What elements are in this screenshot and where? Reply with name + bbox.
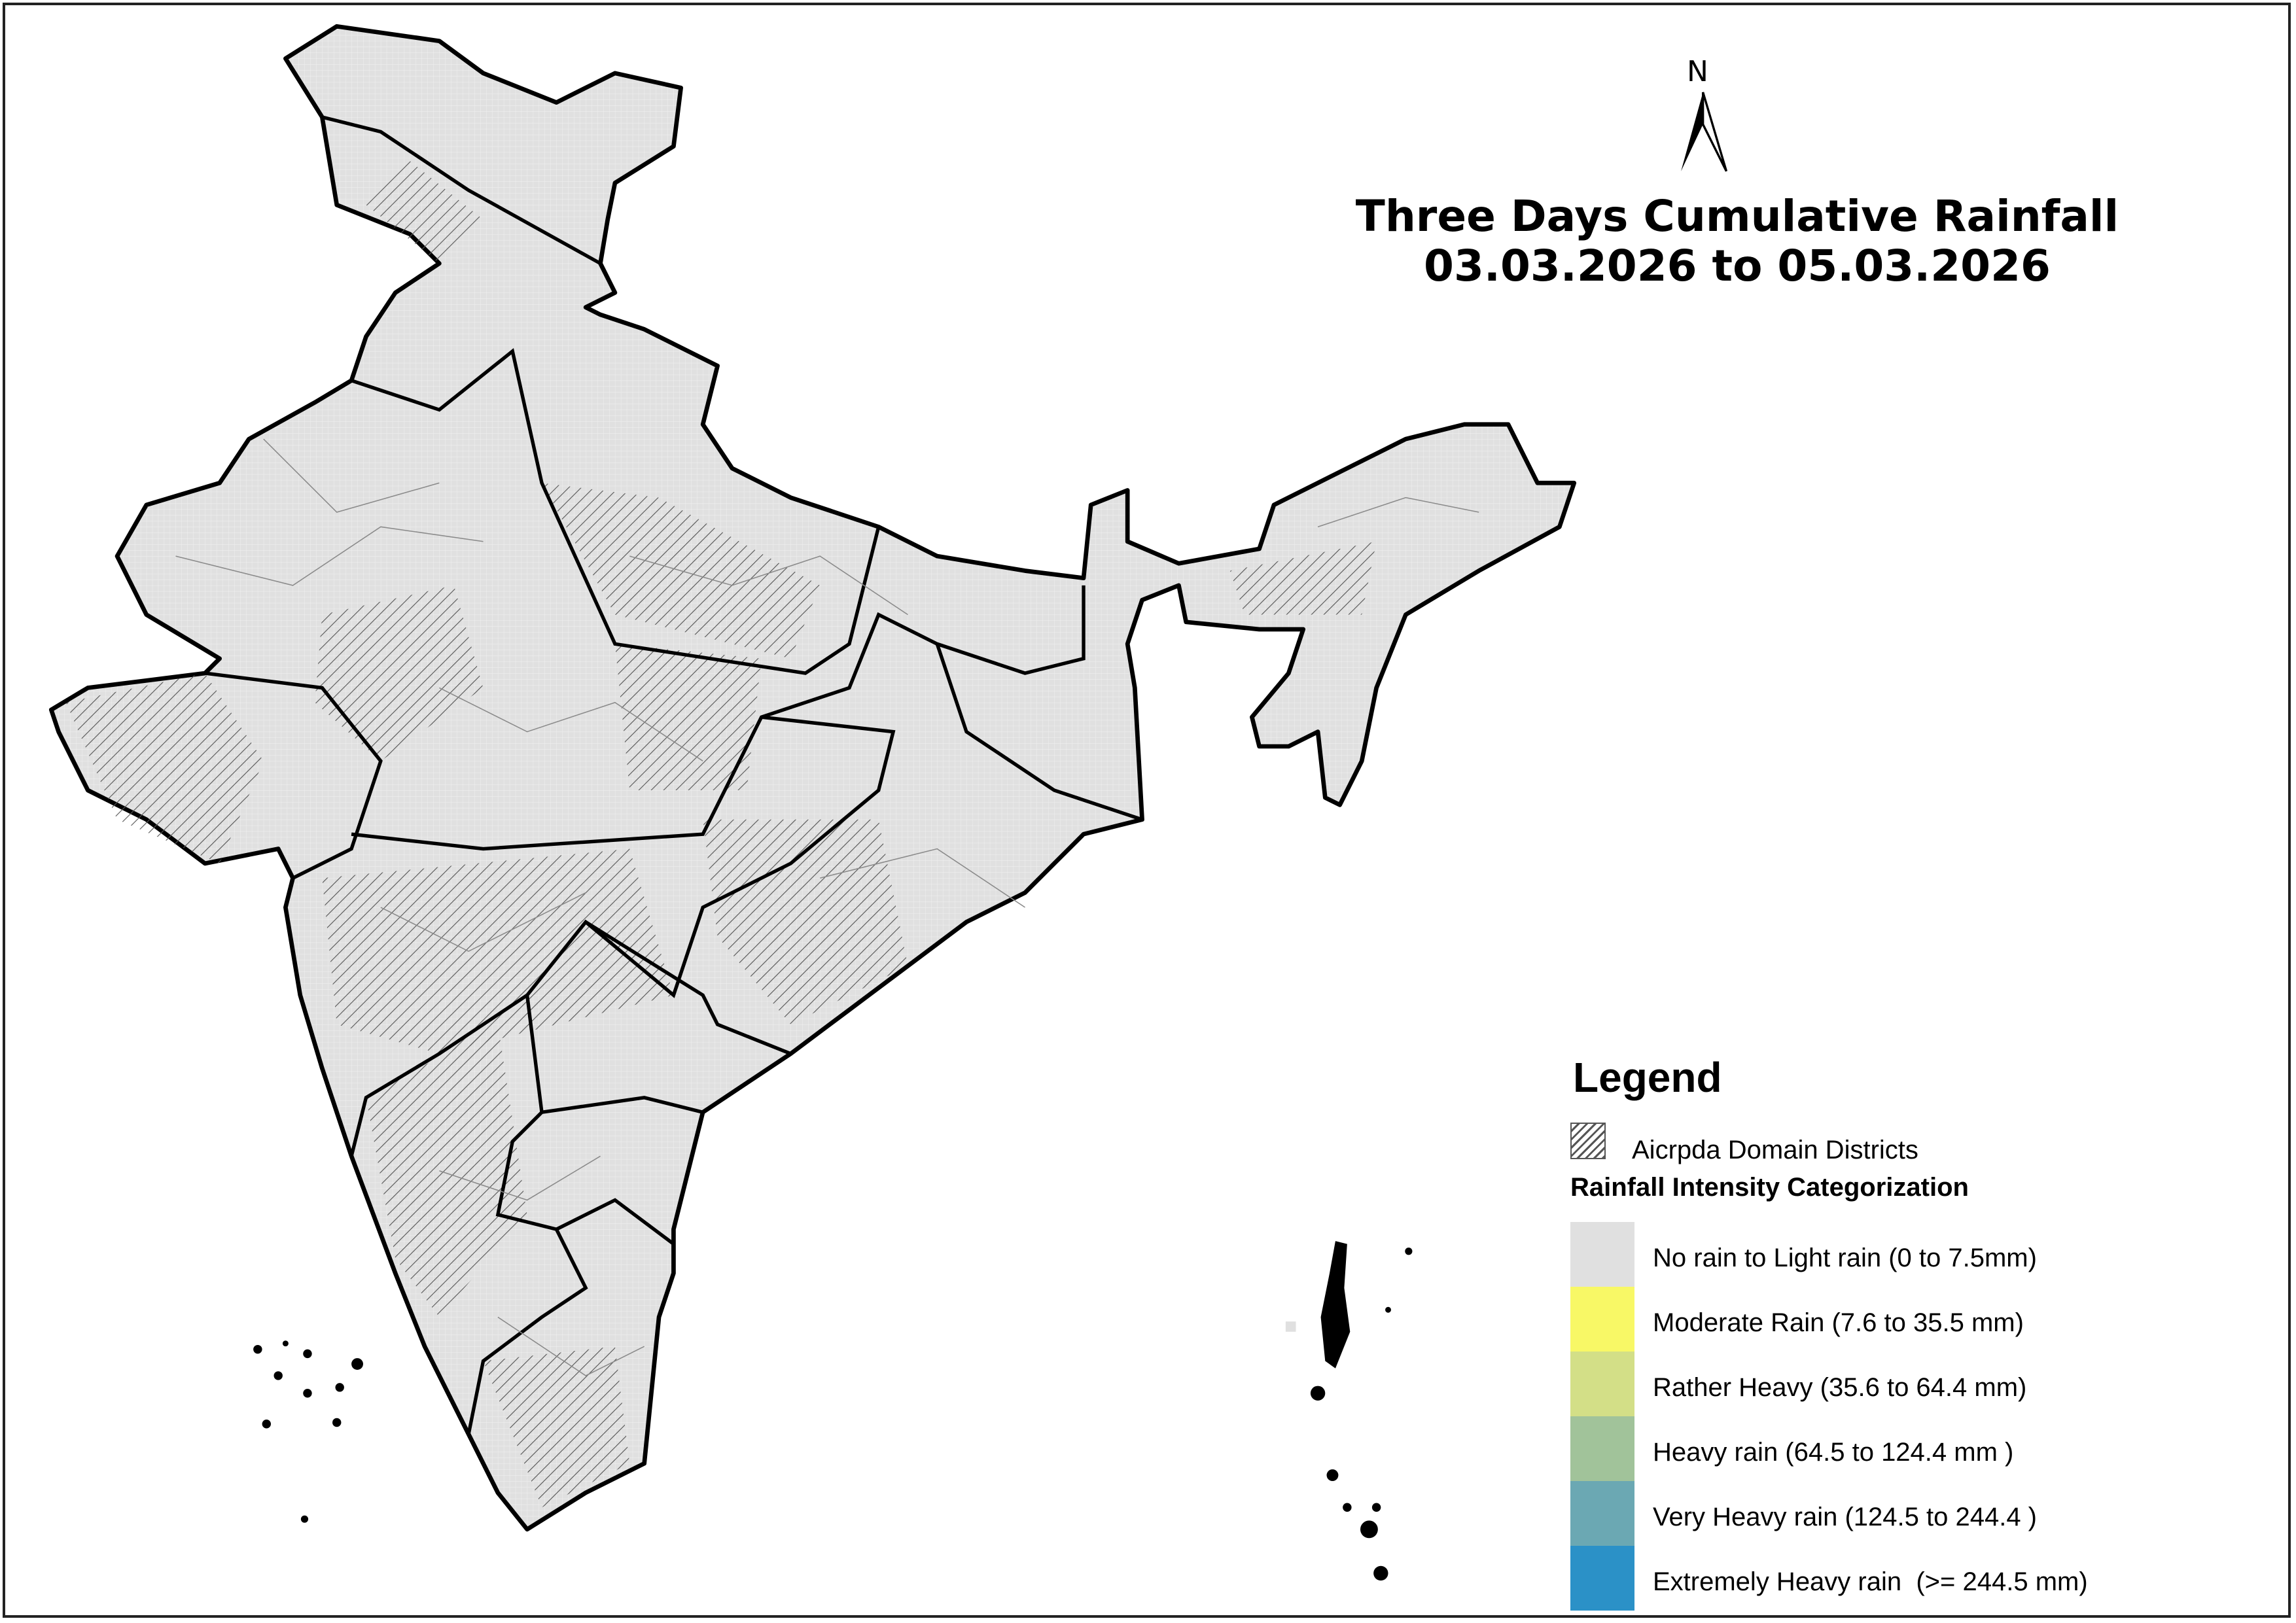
color-swatch xyxy=(1570,1481,1634,1546)
color-swatch xyxy=(1570,1416,1634,1481)
hatch-label: Aicrpda Domain Districts xyxy=(1632,1136,1918,1164)
hatch-swatch xyxy=(1570,1122,1606,1159)
legend-item: Extremely Heavy rain (>= 244.5 mm) xyxy=(1570,1546,2088,1611)
legend-item: Moderate Rain (7.6 to 35.5 mm) xyxy=(1570,1287,2088,1352)
legend-title: Legend xyxy=(1573,1054,1722,1101)
aicrpda-hatched-districts xyxy=(65,161,1377,1508)
category-label: Extremely Heavy rain (>= 244.5 mm) xyxy=(1653,1567,2088,1596)
map-title: Three Days Cumulative Rainfall xyxy=(1355,191,2119,241)
north-label: N xyxy=(1687,55,1708,88)
map-date-range: 03.03.2026 to 05.03.2026 xyxy=(1424,241,2051,291)
color-swatch xyxy=(1570,1546,1634,1611)
lakshadweep-islands xyxy=(253,1340,363,1523)
category-label: Very Heavy rain (124.5 to 244.4 ) xyxy=(1653,1503,2037,1531)
category-title: Rainfall Intensity Categorization xyxy=(1570,1173,1969,1202)
legend-item: Rather Heavy (35.6 to 64.4 mm) xyxy=(1570,1352,2088,1416)
category-label: Heavy rain (64.5 to 124.4 mm ) xyxy=(1653,1438,2014,1467)
legend-item-aicrpda: Aicrpda Domain Districts xyxy=(1570,1116,2088,1165)
legend: Legend Aicrpda Domain Districts Rainfall… xyxy=(1570,1053,2088,1611)
legend-item: Very Heavy rain (124.5 to 244.4 ) xyxy=(1570,1481,2088,1546)
category-label: Moderate Rain (7.6 to 35.5 mm) xyxy=(1653,1308,2024,1337)
color-swatch xyxy=(1570,1222,1634,1287)
state-boundaries xyxy=(204,115,1143,1435)
map-frame xyxy=(3,3,2291,1618)
district-lines xyxy=(175,438,1479,1376)
category-label: Rather Heavy (35.6 to 64.4 mm) xyxy=(1653,1373,2027,1402)
andaman-nicobar-islands xyxy=(1285,1241,1413,1581)
color-swatch xyxy=(1570,1287,1634,1352)
legend-item: Heavy rain (64.5 to 124.4 mm ) xyxy=(1570,1416,2088,1481)
legend-item: No rain to Light rain (0 to 7.5mm) xyxy=(1570,1222,2088,1287)
category-label: No rain to Light rain (0 to 7.5mm) xyxy=(1653,1244,2037,1272)
color-swatch xyxy=(1570,1352,1634,1416)
